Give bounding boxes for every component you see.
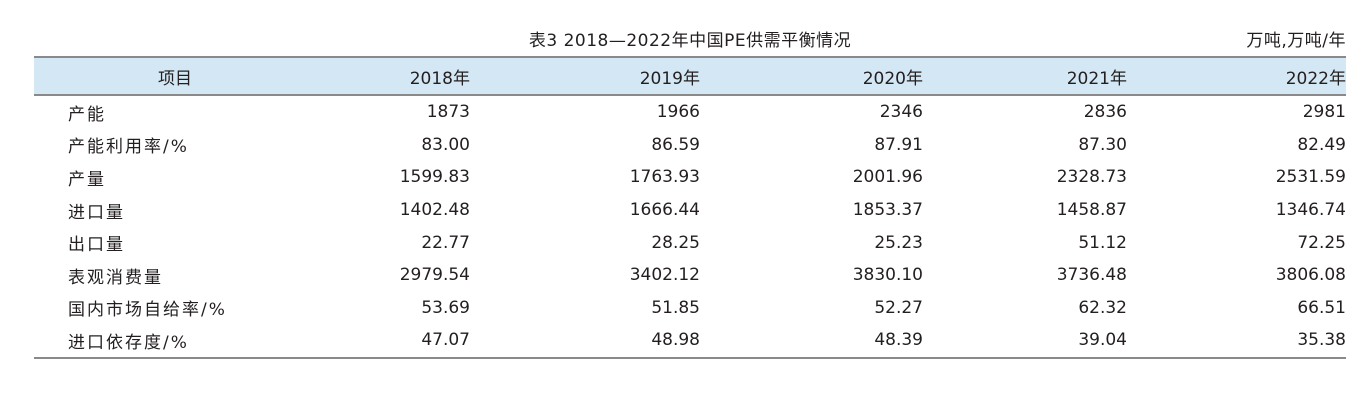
cell-value: 1763.93 bbox=[629, 167, 700, 188]
cell-value: 87.30 bbox=[1078, 134, 1127, 155]
cell-value: 3830.10 bbox=[852, 265, 923, 286]
cell-value: 3402.12 bbox=[629, 265, 700, 286]
header-item: 项目 bbox=[34, 56, 316, 96]
table-row: 进口量 1402.48 1666.44 1853.37 1458.87 1346… bbox=[34, 194, 1346, 227]
cell-value: 52.27 bbox=[874, 297, 923, 318]
row-label: 国内市场自给率/% bbox=[68, 300, 227, 321]
table-body: 产能 1873 1966 2346 2836 2981 产能利用率/% 83.0… bbox=[34, 95, 1346, 359]
unit-label: 万吨,万吨/年 bbox=[1246, 31, 1346, 51]
table-row: 表观消费量 2979.54 3402.12 3830.10 3736.48 38… bbox=[34, 259, 1346, 292]
cell-value: 22.77 bbox=[421, 232, 470, 253]
cell-value: 25.23 bbox=[874, 232, 923, 253]
cell-value: 51.85 bbox=[651, 297, 700, 318]
row-label: 产量 bbox=[68, 169, 106, 190]
cell-value: 2836 bbox=[1083, 102, 1127, 123]
cell-value: 1666.44 bbox=[629, 200, 700, 221]
table-header: 项目 2018年 2019年 2020年 2021年 2022年 bbox=[34, 56, 1346, 96]
cell-value: 53.69 bbox=[421, 297, 470, 318]
cell-value: 48.39 bbox=[700, 324, 923, 359]
cell-value: 1873 bbox=[426, 102, 470, 123]
row-label: 进口量 bbox=[68, 202, 125, 223]
cell-value: 1966 bbox=[656, 102, 700, 123]
table-row: 产量 1599.83 1763.93 2001.96 2328.73 2531.… bbox=[34, 161, 1346, 194]
cell-value: 47.07 bbox=[316, 324, 470, 359]
row-label: 产能 bbox=[68, 104, 106, 125]
cell-value: 86.59 bbox=[651, 134, 700, 155]
cell-value: 1402.48 bbox=[399, 200, 470, 221]
cell-value: 2979.54 bbox=[399, 265, 470, 286]
cell-value: 2531.59 bbox=[1275, 167, 1346, 188]
cell-value: 72.25 bbox=[1297, 232, 1346, 253]
table-row: 进口依存度/% 47.07 48.98 48.39 39.04 35.38 bbox=[34, 324, 1346, 359]
cell-value: 2328.73 bbox=[1056, 167, 1127, 188]
row-label: 出口量 bbox=[68, 235, 125, 256]
header-2022: 2022年 bbox=[1127, 56, 1346, 96]
header-2019: 2019年 bbox=[470, 56, 700, 96]
table-row: 国内市场自给率/% 53.69 51.85 52.27 62.32 66.51 bbox=[34, 292, 1346, 325]
cell-value: 66.51 bbox=[1297, 297, 1346, 318]
cell-value: 82.49 bbox=[1297, 134, 1346, 155]
cell-value: 48.98 bbox=[470, 324, 700, 359]
row-label: 进口依存度/% bbox=[34, 324, 316, 359]
table-caption-row: 表3 2018—2022年中国PE供需平衡情况 万吨,万吨/年 bbox=[34, 22, 1346, 56]
cell-value: 28.25 bbox=[651, 232, 700, 253]
table-row: 出口量 22.77 28.25 25.23 51.12 72.25 bbox=[34, 226, 1346, 259]
table-title: 表3 2018—2022年中国PE供需平衡情况 bbox=[528, 31, 852, 51]
row-label: 产能利用率/% bbox=[68, 137, 189, 158]
pe-balance-table: 项目 2018年 2019年 2020年 2021年 2022年 产能 1873… bbox=[34, 56, 1346, 359]
table-row: 产能利用率/% 83.00 86.59 87.91 87.30 82.49 bbox=[34, 129, 1346, 162]
header-row: 项目 2018年 2019年 2020年 2021年 2022年 bbox=[34, 56, 1346, 96]
cell-value: 1599.83 bbox=[399, 167, 470, 188]
cell-value: 1853.37 bbox=[852, 200, 923, 221]
cell-value: 1346.74 bbox=[1275, 200, 1346, 221]
cell-value: 83.00 bbox=[421, 134, 470, 155]
cell-value: 87.91 bbox=[874, 134, 923, 155]
row-label: 表观消费量 bbox=[68, 267, 163, 288]
cell-value: 3736.48 bbox=[1056, 265, 1127, 286]
pe-balance-table-container: 项目 2018年 2019年 2020年 2021年 2022年 产能 1873… bbox=[34, 56, 1346, 359]
cell-value: 2346 bbox=[879, 102, 923, 123]
cell-value: 3806.08 bbox=[1275, 265, 1346, 286]
cell-value: 2001.96 bbox=[852, 167, 923, 188]
cell-value: 1458.87 bbox=[1056, 200, 1127, 221]
cell-value: 39.04 bbox=[923, 324, 1127, 359]
header-2021: 2021年 bbox=[923, 56, 1127, 96]
cell-value: 62.32 bbox=[1078, 297, 1127, 318]
cell-value: 51.12 bbox=[1078, 232, 1127, 253]
header-2018: 2018年 bbox=[316, 56, 470, 96]
header-2020: 2020年 bbox=[700, 56, 923, 96]
table-row: 产能 1873 1966 2346 2836 2981 bbox=[34, 95, 1346, 129]
cell-value: 2981 bbox=[1302, 102, 1346, 123]
cell-value: 35.38 bbox=[1127, 324, 1346, 359]
